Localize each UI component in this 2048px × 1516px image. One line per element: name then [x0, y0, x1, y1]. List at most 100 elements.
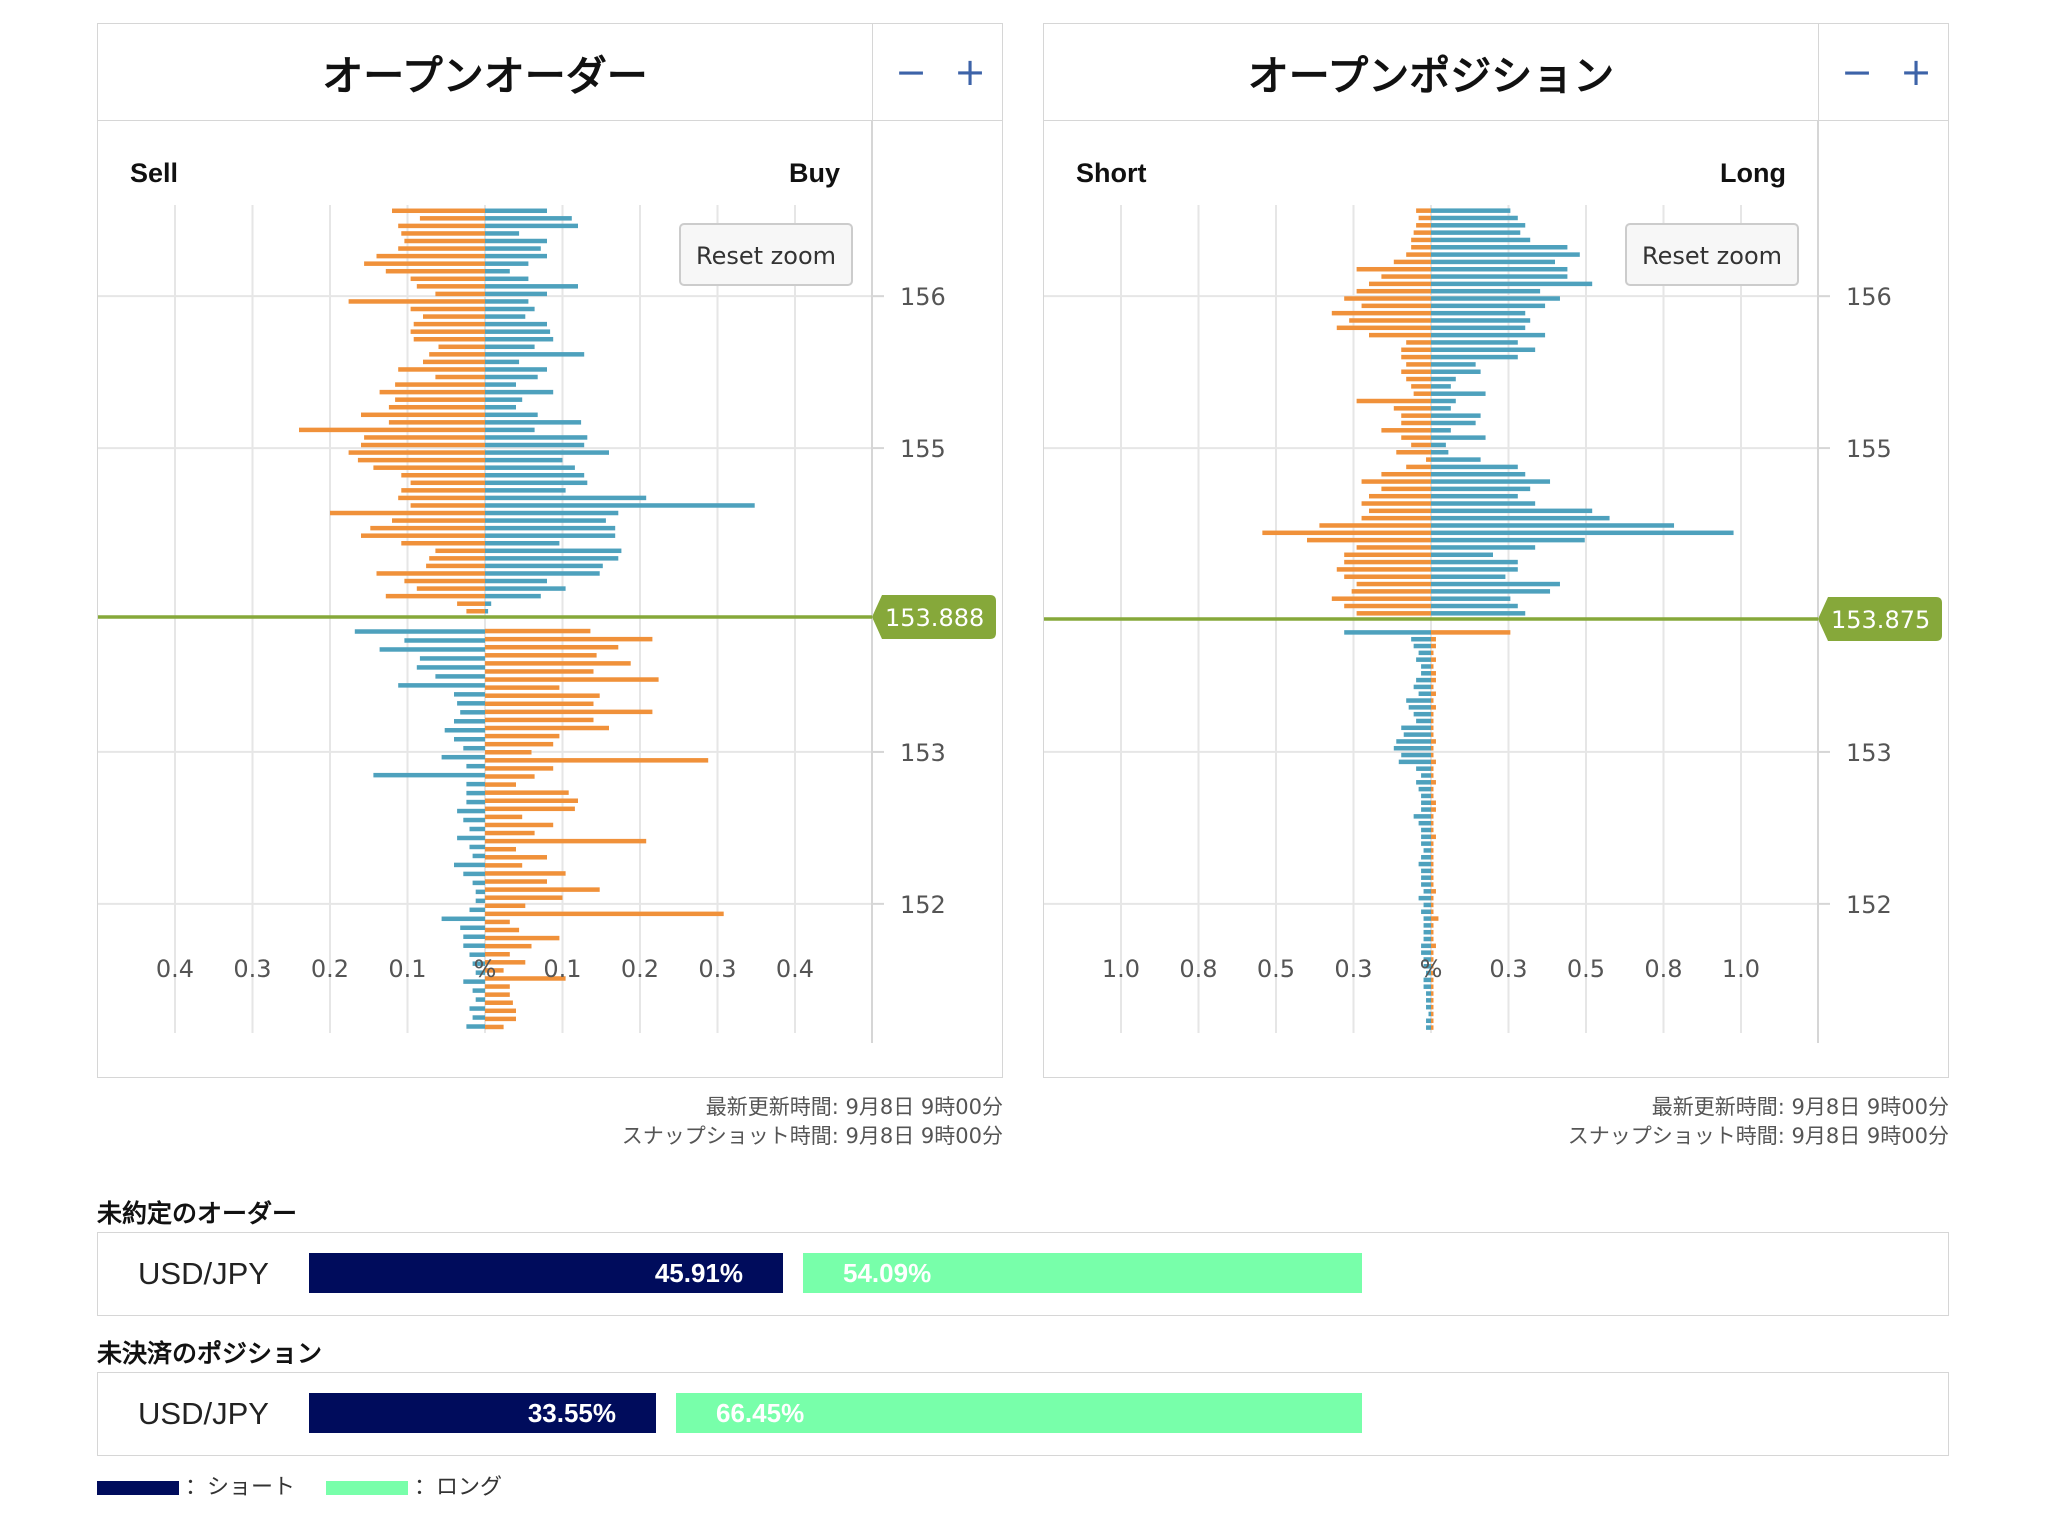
currency-pair: USD/JPY [138, 1396, 269, 1431]
panel-title: オープンオーダー [322, 52, 648, 100]
snapshot-time: スナップショット時間: 9月8日 9時00分 [1567, 1124, 1949, 1148]
bar-upper-left [1413, 391, 1431, 396]
bar-upper-right [485, 306, 535, 312]
bar-upper-left [401, 472, 485, 478]
bar-lower-right [485, 806, 575, 812]
bar-upper-right [1431, 215, 1518, 221]
bar-lower-left [466, 781, 485, 787]
bar-lower-left [1401, 725, 1431, 731]
bar-lower-left [1423, 964, 1431, 969]
bar-lower-right [485, 782, 516, 787]
bar-upper-left [1356, 266, 1431, 272]
x-tick-label: % [474, 955, 497, 983]
bar-lower-right [485, 863, 523, 868]
bar-upper-left [1401, 435, 1431, 440]
bar-lower-right [1431, 807, 1436, 812]
y-tick-label: 152 [900, 891, 946, 919]
bar-lower-left [463, 979, 485, 984]
reset-zoom-button[interactable]: Reset zoom [1625, 223, 1799, 286]
bar-upper-left [1411, 384, 1431, 389]
bar-upper-left [401, 540, 485, 546]
reset-zoom-button-bg[interactable] [1625, 223, 1799, 286]
bar-upper-right [1431, 537, 1585, 543]
bar-lower-right [1431, 820, 1434, 826]
bar-lower-right [1431, 814, 1434, 819]
bar-lower-left [1413, 684, 1431, 690]
bar-lower-right [1431, 902, 1434, 908]
bar-upper-left [1307, 537, 1431, 543]
reset-zoom-button-bg[interactable] [679, 223, 853, 286]
bar-lower-left [472, 988, 485, 993]
zoom-out-button[interactable]: − [1841, 50, 1873, 94]
positions-chart[interactable]: 156 155 153 152 153.875 1.0 0.8 0.5 0.3% 0.3 0.5 0.… [1044, 121, 1948, 1077]
bar-upper-right [485, 420, 582, 425]
bar-lower-left [1413, 643, 1431, 649]
last-updated-time: 最新更新時間: 9月8日 9時00分 [705, 1095, 1003, 1119]
long-ratio-bar: 66.45% [676, 1393, 1362, 1433]
bar-lower-left [1421, 943, 1431, 949]
bar-upper-left [410, 329, 485, 334]
x-tick-label: 1.0 [1102, 955, 1140, 983]
zoom-in-button[interactable]: + [954, 50, 986, 94]
bar-lower-left [1396, 739, 1431, 744]
orders-chart[interactable]: 156 155 153 152 153.888 0.4 0.3 0.2 0.1% 0.1 0.2 0.… [98, 121, 1002, 1077]
bar-lower-left [1418, 691, 1431, 696]
bar-upper-right [485, 465, 575, 470]
bar-upper-left [1406, 464, 1431, 470]
bar-lower-left [1413, 711, 1431, 717]
positions-ratio-box: USD/JPY 33.55% 66.45% [97, 1372, 1949, 1456]
bar-upper-left [1356, 545, 1431, 550]
bar-lower-left [1418, 820, 1431, 826]
bar-lower-left [463, 943, 485, 948]
bar-upper-right [485, 556, 619, 561]
bar-upper-right [485, 563, 603, 569]
bar-upper-right [1431, 208, 1511, 213]
bar-lower-right [1431, 752, 1434, 758]
legend-short-label: ：ショート [185, 1475, 296, 1500]
panel-title: オープンポジション [1247, 52, 1615, 100]
bar-lower-left [472, 1015, 485, 1020]
bar-upper-right [485, 253, 547, 259]
legend-long-label: ：ロング [414, 1475, 503, 1500]
bar-lower-right [1431, 943, 1436, 949]
bar-upper-right [1431, 274, 1568, 279]
bar-upper-left [398, 495, 485, 501]
bar-upper-right [1431, 296, 1560, 301]
snapshot-time: スナップショット時間: 9月8日 9時00分 [621, 1124, 1003, 1148]
bar-upper-left [1396, 450, 1431, 455]
zoom-in-button[interactable]: + [1900, 50, 1932, 94]
bar-lower-left [469, 907, 485, 913]
bar-upper-right [485, 404, 516, 410]
bar-lower-right [485, 903, 526, 909]
bar-upper-right [485, 450, 609, 455]
bar-lower-right [1431, 923, 1434, 928]
bar-upper-left [1369, 281, 1431, 287]
bar-lower-right [485, 830, 535, 836]
left-side-label: Sell [130, 158, 178, 188]
bar-lower-left [1416, 780, 1431, 785]
bar-lower-right [485, 693, 600, 698]
bar-lower-left [1418, 895, 1431, 901]
bar-lower-right [1431, 1025, 1434, 1030]
reset-zoom-label[interactable]: Reset zoom [1642, 242, 1782, 270]
bar-lower-left [1421, 664, 1431, 669]
reset-zoom-button[interactable]: Reset zoom [679, 223, 853, 286]
y-tick-label: 156 [900, 283, 946, 311]
bar-upper-right [1431, 515, 1610, 521]
bar-upper-left [1406, 376, 1431, 382]
zoom-out-button[interactable]: − [895, 50, 927, 94]
bar-upper-right [1431, 369, 1481, 374]
bar-upper-right [485, 374, 538, 380]
bar-lower-left [1421, 827, 1431, 833]
bar-upper-left [438, 344, 485, 350]
bar-lower-right [1431, 786, 1434, 792]
bar-lower-left [466, 763, 485, 769]
reset-zoom-label[interactable]: Reset zoom [696, 242, 836, 270]
bar-lower-left [469, 952, 485, 957]
bar-lower-right [1431, 1004, 1434, 1010]
bar-lower-left [475, 889, 485, 895]
bar-lower-left [419, 656, 485, 661]
bar-lower-left [472, 853, 485, 859]
bar-lower-right [1431, 630, 1511, 635]
bar-lower-right [1431, 650, 1434, 656]
